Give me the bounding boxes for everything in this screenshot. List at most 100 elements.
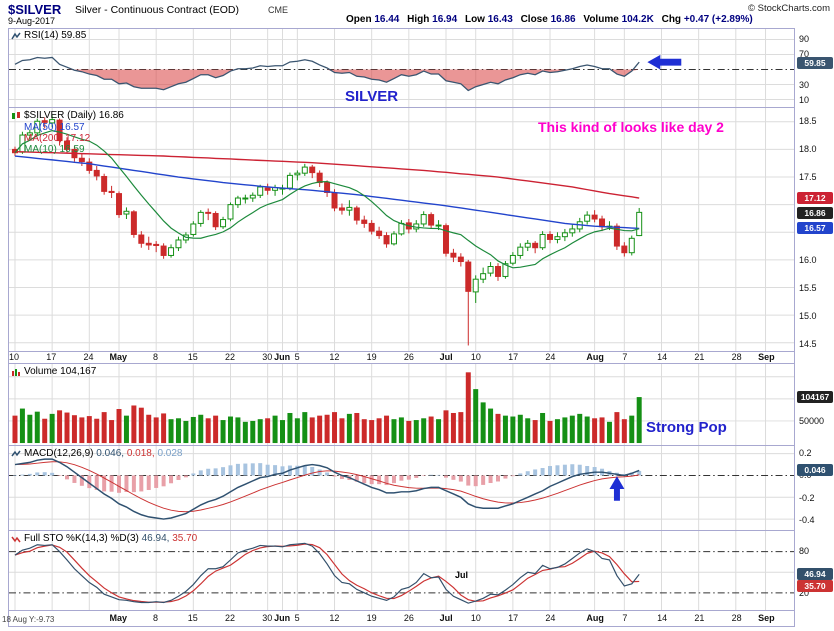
x-tick-label: 22 [225,352,236,362]
volume-value: 104.2K [621,14,654,25]
rsi-panel-icon [11,32,21,40]
sto-panel-label: Full STO %K(14,3) %D(3) 46.94, 35.70 [24,533,197,544]
up-arrow-icon [609,476,625,501]
symbol: $SILVER [8,2,62,17]
close-value: 16.86 [550,14,576,25]
x-tick-label: 7 [622,352,628,362]
x-tick-label: 26 [403,613,414,623]
ma50-last-value-box: 16.57 [797,222,833,234]
x-tick-label: Jun [274,352,291,362]
exchange-label: CME [268,5,288,15]
x-tick-label: Aug [586,613,604,623]
rsi-label: RSI(14) 59.85 [24,30,87,41]
stray-jul-label: Jul [455,570,469,580]
x-tick-label: Sep [758,352,775,362]
x-tick-label: 12 [329,613,340,623]
high-label: High [407,14,430,25]
left-arrow-icon [647,54,682,70]
x-tick-label: 30 [262,613,273,623]
x-tick-label: 30 [262,352,273,362]
close-last-value-box: 16.86 [797,207,833,219]
y-tick-label: 14.5 [799,339,817,349]
chart-date: 9-Aug-2017 [8,16,56,26]
x-tick-label: 28 [731,352,742,362]
volume-panel-icon [12,369,20,376]
x-tick-label: Sep [758,613,775,623]
ma200-legend: MA(200) 17.12 [24,133,91,144]
y-tick-label: -0.4 [799,515,815,525]
macd-signal-value: 0.018, [126,448,155,459]
x-tick-label: 8 [153,613,159,623]
volume-panel [8,363,795,446]
close-label: Close [520,14,548,25]
ma50-legend: MA(50) 16.57 [24,122,85,133]
rsi-last-value-box: 59.85 [797,57,833,69]
x-tick-label: 17 [508,352,519,362]
x-tick-label: 15 [187,352,198,362]
x-tick-label: 10 [470,613,481,623]
x-tick-label: 21 [694,613,705,623]
x-tick-label: Jul [439,613,453,623]
x-tick-label: Jul [439,352,453,362]
x-tick-label: 19 [366,352,377,362]
x-tick-label: 10 [470,352,481,362]
high-value: 16.94 [432,14,458,25]
x-tick-label: 7 [622,613,628,623]
x-tick-label: 24 [83,352,94,362]
x-tick-label: 17 [46,352,57,362]
bottom-x-axis: May 8 15 22 30 Jun 5 12 19 26 Jul 10 17 24 Aug 7 14 21 28 S… [0,613,834,625]
sto-k-value: 46.94, [141,533,170,544]
y-tick-label: 90 [799,34,810,44]
x-tick-label: Aug [586,352,604,362]
x-tick-label: 17 [508,613,519,623]
ma10-legend: MA(10) 16.59 [24,144,85,155]
ma200-last-value-box: 17.12 [797,192,833,204]
x-tick-label: May [109,613,128,623]
x-tick-label: 14 [657,613,668,623]
x-tick-label: 24 [545,352,556,362]
y-tick-label: 18.5 [799,116,817,126]
macd-last-value-box: 0.046 [797,464,833,476]
volume-last-value-box: 104167 [797,391,833,403]
x-tick-label: 10 [8,352,19,362]
x-tick-label: 14 [657,352,668,362]
x-tick-label: 5 [294,613,300,623]
price-x-axis: 10 17 24 May 8 15 22 30 Jun 5 12 19 26 Jul 10 17 24 Aug 7 1… [0,352,834,363]
chg-label: Chg [661,14,682,25]
y-tick-label: 15.0 [799,311,817,321]
y-tick-label: 20 [799,588,810,598]
y-tick-label: -0.2 [799,493,815,503]
x-tick-label: 21 [694,352,705,362]
open-value: 16.44 [374,14,400,25]
macd-value: 0.046, [96,448,125,459]
sto-d-last-value-box: 35.70 [797,580,833,592]
x-tick-label: 8 [153,352,159,362]
copyright: © StockCharts.com [748,3,830,14]
y-tick-label: 30 [799,80,810,90]
sto-panel-icon [11,536,21,543]
y-tick-label: 80 [799,546,810,556]
open-label: Open [346,14,372,25]
y-tick-label: 10 [799,95,810,105]
price-label: $SILVER (Daily) 16.86 [24,110,124,121]
low-label: Low [464,14,485,25]
price-panel-icon [12,112,20,119]
sto-k-last-value-box: 46.94 [797,568,833,580]
y-tick-label: 0.2 [799,448,812,458]
corner-readout: 18 Aug Y:-9.73 [2,615,55,624]
x-tick-label: 12 [329,352,340,362]
y-tick-label: 16.0 [799,255,817,265]
macd-label-base: MACD(12,26,9) [24,448,94,459]
y-tick-label: 15.5 [799,283,817,293]
sto-label-base: Full STO %K(14,3) %D(3) [24,533,139,544]
x-tick-label: 19 [366,613,377,623]
macd-hist-value: 0.028 [157,448,183,459]
chart-title: Silver - Continuous Contract (EOD) [75,4,239,16]
macd-panel [8,445,795,531]
day2-annotation: This kind of looks like day 2 [538,119,724,135]
quote-row: Open 16.44 High 16.94 Low 16.43 Close 16… [346,14,758,25]
silver-annotation: SILVER [345,88,399,105]
y-tick-label: 18.0 [799,144,817,154]
macd-panel-icon [11,450,21,457]
